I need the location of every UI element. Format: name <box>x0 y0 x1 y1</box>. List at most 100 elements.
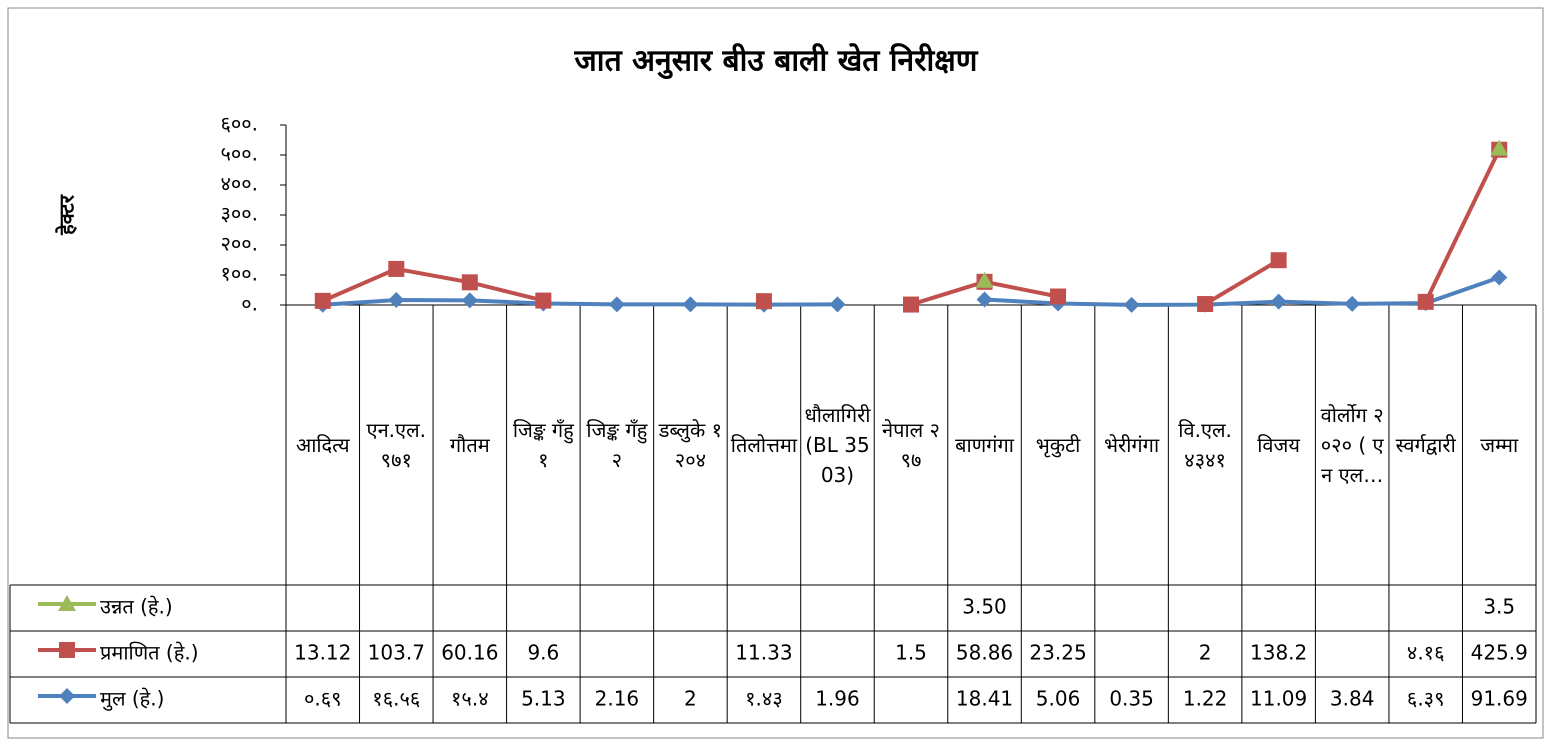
marker <box>1270 252 1287 269</box>
category-cell: जिङ्क गँहु २ <box>586 418 647 472</box>
marker <box>314 292 331 309</box>
series-line <box>321 266 544 303</box>
x-tick-label: वोर्लोग २०२० ( एन एल… <box>1320 403 1384 487</box>
series-line <box>1423 148 1502 303</box>
marker <box>535 292 552 309</box>
category-cell: बाणगंगा <box>955 433 1014 457</box>
legend-label: मुल (हे.) <box>100 687 164 712</box>
chart-title: जात अनुसार बीउ बाली खेत निरीक्षण <box>574 43 979 80</box>
table-value: 5.13 <box>521 687 566 711</box>
table-value: 23.25 <box>1029 641 1086 665</box>
table-value: 2.16 <box>595 687 640 711</box>
y-tick-label: ३००. <box>220 202 258 226</box>
marker <box>388 292 405 309</box>
table-value: 138.2 <box>1250 641 1307 665</box>
marker <box>1050 288 1067 305</box>
marker <box>1270 293 1287 310</box>
legend-marker <box>58 595 76 611</box>
table-value: 58.86 <box>956 641 1013 665</box>
x-tick-label: तिलोत्तमा <box>730 433 798 457</box>
y-tick-label: ०. <box>241 292 258 316</box>
y-tick-label: ४००. <box>220 172 258 196</box>
category-cell: गौतम <box>449 433 490 457</box>
table-value: 60.16 <box>441 641 498 665</box>
legend-label: प्रमाणित (हे.) <box>100 641 199 665</box>
marker <box>976 291 993 308</box>
x-tick-label: स्वर्गद्वारी <box>1395 433 1456 457</box>
x-tick-label: डब्लुके १२०४ <box>658 418 723 472</box>
marker <box>682 296 699 313</box>
category-cell: नेपाल २९७ <box>882 418 940 472</box>
marker <box>608 296 625 313</box>
x-tick-label: जिङ्क गँहु १ <box>512 418 574 472</box>
marker <box>461 292 478 309</box>
category-cell: वि.एल. ४३४१ <box>1178 418 1232 472</box>
y-tick-label: ६००. <box>220 112 258 136</box>
marker <box>1491 269 1508 286</box>
category-cell: वोर्लोग २०२० ( एन एल… <box>1320 403 1384 487</box>
table-value: 5.06 <box>1036 687 1081 711</box>
table-value: 13.12 <box>294 641 351 665</box>
y-axis-label: हेक्टर <box>55 194 79 236</box>
series-line <box>1204 258 1280 306</box>
table-value: 3.5 <box>1483 595 1515 619</box>
marker <box>829 296 846 313</box>
category-cell: एन.एल. ९७१ <box>366 418 427 472</box>
category-cell: भेरीगंगा <box>1104 433 1160 457</box>
marker <box>755 293 772 310</box>
marker <box>903 296 919 313</box>
table-value: 2 <box>684 687 697 711</box>
marker <box>1197 296 1214 313</box>
category-cell: डब्लुके १२०४ <box>658 418 723 472</box>
category-cell: भृकुटी <box>1035 433 1081 457</box>
marker <box>1417 293 1434 310</box>
x-tick-label: जम्मा <box>1480 433 1519 457</box>
x-tick-label: गौतम <box>449 433 490 457</box>
x-tick-label: बाणगंगा <box>955 433 1014 457</box>
table-value: 3.84 <box>1330 687 1375 711</box>
x-tick-label: एन.एल. ९७१ <box>366 418 427 472</box>
table-value: 18.41 <box>956 687 1013 711</box>
category-cell: जिङ्क गँहु १ <box>512 418 574 472</box>
table-value: 103.7 <box>368 641 425 665</box>
x-tick-label: भृकुटी <box>1035 433 1081 457</box>
marker <box>975 271 994 288</box>
category-cell: आदित्य <box>295 433 350 457</box>
table-value: 0.35 <box>1109 687 1154 711</box>
table-value: ६.३९ <box>1407 687 1445 711</box>
chart-border <box>7 7 1544 739</box>
table-value: ०.६९ <box>304 687 342 711</box>
y-tick-label: १००. <box>220 262 258 286</box>
category-cell: विजय <box>1257 433 1300 457</box>
table-value: 1.22 <box>1183 687 1228 711</box>
category-cell: धौलागिरी (BL 3503) <box>804 403 870 487</box>
legend-label: उन्नत (हे.) <box>100 595 173 619</box>
table-value: 1.96 <box>815 687 860 711</box>
x-tick-label: वि.एल. ४३४१ <box>1178 418 1232 472</box>
y-tick-label: २००. <box>220 232 258 256</box>
legend-marker <box>59 642 75 658</box>
legend-marker <box>59 688 75 704</box>
category-cell: जम्मा <box>1480 433 1519 457</box>
x-tick-label: आदित्य <box>295 433 350 457</box>
table-value: 425.9 <box>1471 641 1528 665</box>
marker <box>461 274 478 291</box>
marker <box>1490 139 1509 156</box>
table-value: 3.50 <box>962 595 1007 619</box>
x-tick-label: भेरीगंगा <box>1104 433 1160 457</box>
category-cell: स्वर्गद्वारी <box>1395 433 1456 457</box>
marker <box>1344 295 1361 312</box>
table-value: 9.6 <box>527 641 559 665</box>
table-value: 1.5 <box>895 641 927 665</box>
series-line <box>984 275 1500 307</box>
y-tick-label: ५००. <box>220 142 258 166</box>
table-value: १६.५६ <box>372 687 420 711</box>
x-tick-label: विजय <box>1257 433 1300 457</box>
marker <box>1123 296 1140 313</box>
table-value: 91.69 <box>1471 687 1528 711</box>
marker <box>388 260 405 277</box>
table-value: 11.09 <box>1250 687 1307 711</box>
table-value: १.४३ <box>745 687 783 711</box>
